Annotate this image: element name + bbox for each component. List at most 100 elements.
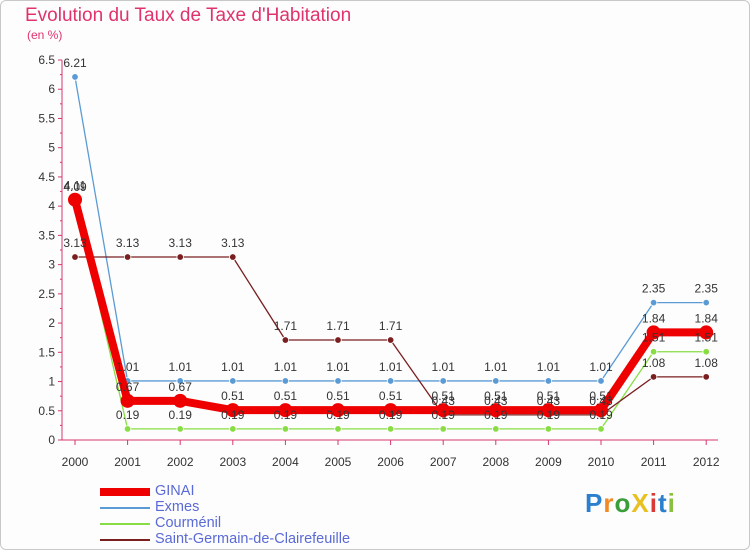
series-4-point (649, 373, 658, 381)
series-1-data-label: 0.51 (484, 389, 508, 403)
series-1-data-label: 1.84 (695, 311, 719, 325)
series-3-data-label: 0.19 (432, 408, 456, 422)
x-tick-label: 2002 (167, 455, 194, 469)
series-4-point (123, 253, 132, 261)
series-1-point (173, 393, 188, 408)
series-3-point (281, 425, 290, 433)
series-1-point (646, 325, 661, 340)
series-3-data-label: 0.19 (169, 408, 193, 422)
series-3-data-label: 4.09 (63, 180, 87, 194)
logo-letter: P (585, 488, 604, 518)
y-tick-label: 4.5 (38, 170, 55, 184)
x-tick-label: 2005 (325, 455, 352, 469)
legend-label: Saint-Germain-de-Clairefeuille (155, 531, 351, 547)
series-4-data-label: 1.08 (695, 356, 719, 370)
series-2-point (229, 377, 237, 385)
series-1-point (225, 403, 240, 418)
series-3-data-label: 0.19 (116, 408, 140, 422)
series-4-point (229, 253, 237, 261)
legend-swatch (100, 523, 150, 525)
series-1-data-label: 0.51 (326, 389, 350, 403)
series-1-data-label: 0.51 (432, 389, 456, 403)
series-1-point (699, 325, 714, 340)
series-3-point (649, 348, 658, 356)
legend-swatch (100, 539, 150, 541)
x-tick-label: 2007 (430, 455, 457, 469)
series-4-data-label: 3.13 (116, 236, 140, 250)
series-3-point (492, 425, 500, 433)
logo-letter: i (667, 488, 676, 518)
x-tick-label: 2006 (377, 455, 404, 469)
logo-letter: t (657, 488, 668, 518)
chart-subtitle: (en %) (27, 28, 63, 42)
series-4-data-label: 1.71 (274, 319, 298, 333)
logo-letter: i (649, 488, 658, 518)
series-2-data-label: 2.35 (642, 282, 666, 296)
y-tick-label: 4 (48, 199, 55, 213)
series-1-data-label: 0.51 (537, 389, 561, 403)
series-3-point (123, 425, 132, 433)
y-tick-label: 0 (48, 433, 55, 447)
series-2-point (334, 377, 342, 385)
series-3-data-label: 0.19 (274, 408, 298, 422)
y-tick-label: 1.5 (38, 345, 55, 359)
series-1-data-label: 0.51 (379, 389, 403, 403)
series-3-data-label: 0.19 (326, 408, 350, 422)
chart-title: Evolution du Taux de Taxe d'Habitation (25, 5, 352, 26)
series-1-point (541, 403, 556, 418)
series-1-data-label: 0.51 (274, 389, 298, 403)
series-2-data-label: 1.01 (116, 360, 140, 374)
series-4-data-label: 3.13 (63, 236, 87, 250)
x-tick-label: 2011 (641, 455, 667, 469)
series-1-point (383, 403, 398, 418)
y-tick-label: 3 (48, 258, 55, 272)
series-4-data-label: 3.13 (169, 236, 193, 250)
series-1-point (594, 403, 608, 418)
series-2-data-label: 1.01 (221, 360, 245, 374)
series-4-data-label: 0.43 (484, 394, 508, 408)
proxiti-logo: ProXiti (585, 488, 676, 519)
series-2-data-label: 6.21 (63, 56, 87, 70)
series-3-data-label: 0.19 (379, 408, 403, 422)
series-2-data-label: 1.01 (432, 360, 456, 374)
x-tick-label: 2004 (272, 455, 299, 469)
series-3-point (229, 425, 237, 433)
series-3-point (334, 425, 342, 433)
series-1-point (120, 393, 135, 408)
legend-label: Exmes (155, 499, 200, 515)
series-4-point (334, 336, 342, 344)
y-tick-label: 3.5 (38, 228, 55, 242)
series-2-data-label: 2.35 (695, 282, 719, 296)
series-2-point (386, 377, 395, 385)
x-tick-label: 2008 (482, 455, 509, 469)
series-3-data-label: 0.19 (589, 408, 613, 422)
y-tick-label: 6.5 (38, 53, 55, 67)
series-1-data-label: 0.67 (169, 380, 193, 394)
x-tick-label: 2010 (588, 455, 615, 469)
series-3-data-label: 1.51 (642, 331, 666, 345)
series-1-point (436, 403, 451, 418)
y-tick-label: 2 (48, 316, 55, 330)
x-tick-label: 2009 (535, 455, 562, 469)
series-2-point (649, 298, 658, 307)
series-3-point (439, 425, 447, 433)
series-4-data-label: 0.43 (589, 394, 613, 408)
logo-letter: r (603, 488, 615, 518)
series-4-data-label: 1.71 (326, 319, 350, 333)
series-3-point (597, 425, 605, 433)
series-2-data-label: 1.01 (326, 360, 350, 374)
series-1-data-label: 4.11 (64, 179, 87, 193)
x-tick-label: 2012 (693, 455, 720, 469)
series-4-point (386, 336, 395, 344)
logo-letter: o (614, 488, 632, 518)
series-1-data-label: 0.51 (589, 389, 613, 403)
series-3-point (176, 425, 184, 433)
y-tick-label: 5 (48, 141, 55, 155)
series-2-data-label: 1.01 (589, 360, 613, 374)
series-1-point (278, 403, 293, 418)
y-tick-label: 2.5 (38, 287, 55, 301)
series-3-point (544, 425, 553, 433)
series-3-data-label: 0.19 (221, 408, 245, 422)
